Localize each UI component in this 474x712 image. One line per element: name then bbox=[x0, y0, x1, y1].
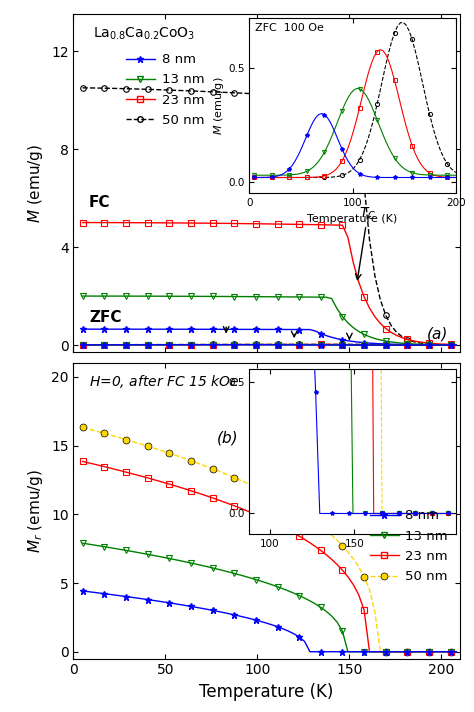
Line: 13 nm: 13 nm bbox=[80, 293, 459, 347]
50 nm bbox=[399, 333, 405, 341]
50 nm bbox=[285, 91, 291, 100]
13 nm bbox=[193, 292, 199, 300]
Text: ZFC: ZFC bbox=[89, 310, 121, 325]
Text: (a): (a) bbox=[427, 327, 448, 342]
23 nm bbox=[193, 219, 199, 227]
Text: FC: FC bbox=[89, 195, 110, 210]
Line: 23 nm: 23 nm bbox=[80, 220, 459, 347]
Legend: 8 nm, 13 nm, 23 nm, 50 nm: 8 nm, 13 nm, 23 nm, 50 nm bbox=[120, 48, 210, 132]
8 nm bbox=[177, 325, 183, 333]
8 nm bbox=[394, 340, 400, 349]
8 nm bbox=[80, 325, 85, 333]
13 nm bbox=[166, 292, 172, 300]
8 nm bbox=[166, 325, 172, 333]
8 nm bbox=[453, 341, 459, 350]
13 nm bbox=[453, 340, 459, 349]
23 nm bbox=[394, 331, 400, 340]
50 nm bbox=[80, 83, 85, 92]
50 nm bbox=[177, 86, 183, 95]
8 nm bbox=[399, 340, 405, 349]
23 nm bbox=[166, 219, 172, 227]
13 nm bbox=[80, 292, 85, 300]
23 nm bbox=[399, 333, 405, 342]
13 nm bbox=[394, 338, 400, 347]
8 nm bbox=[285, 325, 291, 334]
Text: 100 Oe: 100 Oe bbox=[383, 179, 433, 193]
Y-axis label: $M$ (emu/g): $M$ (emu/g) bbox=[27, 144, 46, 223]
23 nm bbox=[177, 219, 183, 227]
50 nm bbox=[394, 328, 400, 337]
23 nm bbox=[285, 220, 291, 229]
8 nm bbox=[193, 325, 199, 333]
50 nm bbox=[453, 340, 459, 349]
Text: (b): (b) bbox=[217, 431, 238, 446]
Text: La$_{0.8}$Ca$_{0.2}$CoO$_3$: La$_{0.8}$Ca$_{0.2}$CoO$_3$ bbox=[93, 26, 195, 43]
23 nm bbox=[80, 219, 85, 227]
Line: 8 nm: 8 nm bbox=[79, 325, 460, 348]
13 nm bbox=[285, 293, 291, 301]
X-axis label: Temperature (K): Temperature (K) bbox=[200, 683, 334, 701]
13 nm bbox=[177, 292, 183, 300]
Line: 50 nm: 50 nm bbox=[80, 85, 459, 347]
13 nm bbox=[399, 339, 405, 347]
50 nm bbox=[193, 87, 199, 95]
50 nm bbox=[166, 86, 172, 95]
23 nm bbox=[453, 340, 459, 349]
Text: $H$=0, after FC 15 kOe: $H$=0, after FC 15 kOe bbox=[89, 374, 239, 390]
Legend: 8 nm, 13 nm, 23 nm, 50 nm: 8 nm, 13 nm, 23 nm, 50 nm bbox=[365, 504, 453, 589]
Text: $T_C$: $T_C$ bbox=[356, 206, 376, 280]
Y-axis label: $M_r$ (emu/g): $M_r$ (emu/g) bbox=[27, 468, 46, 553]
